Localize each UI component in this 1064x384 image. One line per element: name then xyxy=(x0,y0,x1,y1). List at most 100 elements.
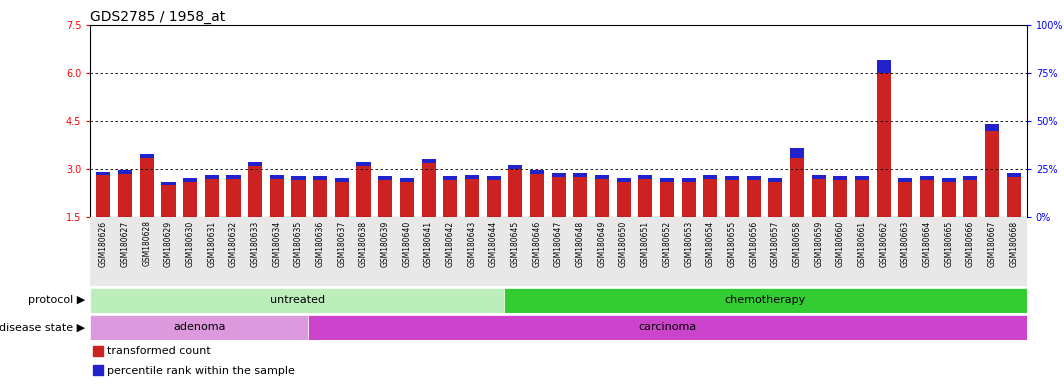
Bar xyxy=(616,182,631,217)
Bar xyxy=(93,346,103,356)
Bar xyxy=(309,315,1027,340)
Bar xyxy=(855,180,869,217)
Text: protocol ▶: protocol ▶ xyxy=(28,295,85,306)
Text: GSM180668: GSM180668 xyxy=(1010,220,1018,266)
Bar xyxy=(90,288,504,313)
Text: GSM180640: GSM180640 xyxy=(402,220,412,266)
Bar xyxy=(725,180,739,217)
Bar xyxy=(703,179,717,217)
Bar xyxy=(638,179,652,217)
Bar xyxy=(898,182,913,217)
Bar xyxy=(1007,177,1020,217)
Bar xyxy=(703,175,717,179)
Bar xyxy=(248,166,262,217)
Bar xyxy=(400,178,414,182)
Text: GSM180629: GSM180629 xyxy=(164,220,173,266)
Bar xyxy=(768,178,782,182)
Bar xyxy=(465,179,479,217)
Bar xyxy=(421,159,435,162)
Bar xyxy=(97,172,111,175)
Bar xyxy=(898,178,913,182)
Text: GSM180649: GSM180649 xyxy=(598,220,606,266)
Bar xyxy=(509,165,522,169)
Text: GSM180658: GSM180658 xyxy=(793,220,801,266)
Text: chemotherapy: chemotherapy xyxy=(725,295,807,306)
Text: carcinoma: carcinoma xyxy=(638,322,697,333)
Bar xyxy=(747,176,761,180)
Text: GSM180662: GSM180662 xyxy=(879,220,888,266)
Bar xyxy=(789,158,804,217)
Bar xyxy=(551,173,566,177)
Bar xyxy=(877,73,891,217)
Text: GSM180648: GSM180648 xyxy=(576,220,585,266)
Bar xyxy=(747,180,761,217)
Text: GSM180661: GSM180661 xyxy=(858,220,866,266)
Bar xyxy=(920,176,934,180)
Bar xyxy=(183,178,197,182)
Text: GSM180631: GSM180631 xyxy=(207,220,216,266)
Bar xyxy=(682,178,696,182)
Bar xyxy=(248,162,262,166)
Bar xyxy=(227,179,240,217)
Bar xyxy=(638,175,652,179)
Bar xyxy=(90,315,309,340)
Bar xyxy=(183,182,197,217)
Text: GSM180660: GSM180660 xyxy=(836,220,845,266)
Text: GSM180651: GSM180651 xyxy=(641,220,650,266)
Text: GSM180657: GSM180657 xyxy=(770,220,780,266)
Bar xyxy=(421,162,435,217)
Text: GSM180663: GSM180663 xyxy=(901,220,910,266)
Text: GSM180637: GSM180637 xyxy=(337,220,347,266)
Bar xyxy=(920,180,934,217)
Bar xyxy=(444,176,458,180)
Bar xyxy=(660,182,674,217)
Text: GSM180633: GSM180633 xyxy=(251,220,260,266)
Bar xyxy=(139,154,154,158)
Bar xyxy=(682,182,696,217)
Bar xyxy=(530,170,544,174)
Text: GSM180656: GSM180656 xyxy=(749,220,759,266)
Bar xyxy=(356,166,370,217)
Bar xyxy=(725,176,739,180)
Bar xyxy=(162,185,176,217)
Bar xyxy=(313,180,328,217)
Bar xyxy=(595,175,609,179)
Text: GSM180665: GSM180665 xyxy=(944,220,953,266)
Text: GSM180638: GSM180638 xyxy=(359,220,368,266)
Bar xyxy=(573,173,587,177)
Bar xyxy=(313,176,328,180)
Bar xyxy=(400,182,414,217)
Text: GSM180635: GSM180635 xyxy=(294,220,303,266)
Text: GSM180644: GSM180644 xyxy=(489,220,498,266)
Bar xyxy=(985,131,999,217)
Text: percentile rank within the sample: percentile rank within the sample xyxy=(106,366,295,376)
Bar xyxy=(616,178,631,182)
Bar xyxy=(204,175,219,179)
Text: GSM180630: GSM180630 xyxy=(185,220,195,266)
Bar xyxy=(270,175,284,179)
Text: GSM180666: GSM180666 xyxy=(966,220,975,266)
Text: GSM180646: GSM180646 xyxy=(532,220,542,266)
Bar xyxy=(270,179,284,217)
Text: GSM180652: GSM180652 xyxy=(663,220,671,266)
Bar xyxy=(292,176,305,180)
Bar xyxy=(335,178,349,182)
Text: transformed count: transformed count xyxy=(106,346,211,356)
Bar xyxy=(93,365,103,375)
Bar xyxy=(292,180,305,217)
Bar xyxy=(877,60,891,73)
Bar xyxy=(812,175,826,179)
Text: GSM180643: GSM180643 xyxy=(467,220,477,266)
Text: GSM180628: GSM180628 xyxy=(143,220,151,266)
Text: GSM180636: GSM180636 xyxy=(316,220,325,266)
Bar xyxy=(90,217,1027,286)
Bar xyxy=(356,162,370,166)
Bar xyxy=(118,174,132,217)
Bar xyxy=(768,182,782,217)
Bar xyxy=(942,178,955,182)
Bar xyxy=(504,288,1027,313)
Bar xyxy=(335,182,349,217)
Bar xyxy=(985,124,999,131)
Bar xyxy=(942,182,955,217)
Bar xyxy=(486,176,501,180)
